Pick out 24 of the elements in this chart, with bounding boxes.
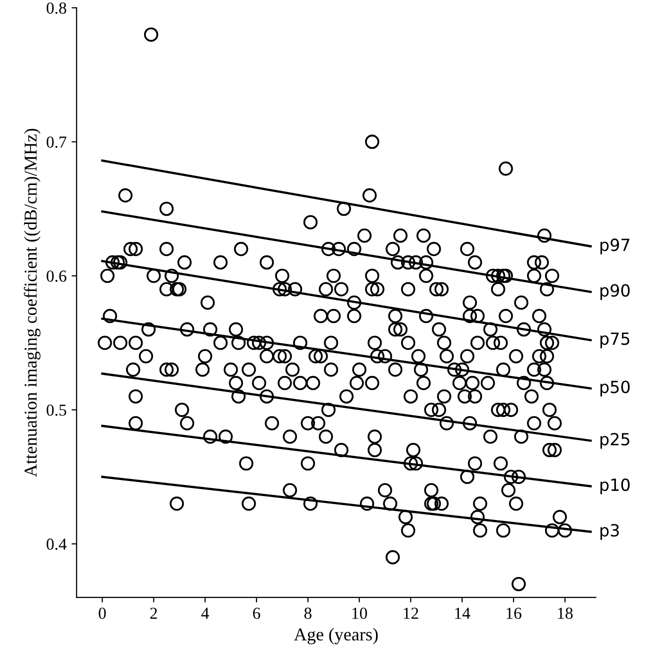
series-label: p10 — [600, 478, 630, 494]
x-tick-label: 0 — [98, 608, 106, 619]
y-axis-title: Attenuation imaging coefficient ((dB/cm)/MHz) — [24, 128, 40, 478]
x-tick-label: 4 — [201, 608, 210, 619]
x-tick-label: 6 — [253, 608, 260, 619]
x-tick-label: 16 — [506, 608, 522, 619]
x-tick-label: 10 — [352, 608, 368, 619]
series-label: p75 — [600, 332, 630, 348]
series-label: p25 — [600, 432, 630, 449]
y-tick-label: 0.4 — [46, 538, 67, 550]
series-label: p97 — [600, 238, 630, 254]
y-tick-label: 0.6 — [46, 270, 66, 282]
y-tick-label: 0.7 — [46, 136, 66, 148]
series-label: p3 — [600, 524, 619, 540]
x-tick-label: 2 — [150, 608, 157, 619]
x-tick-label: 14 — [455, 608, 470, 619]
x-axis-title: Age (years) — [294, 628, 378, 644]
y-tick-label: 0.8 — [46, 2, 66, 14]
series-label: p50 — [600, 380, 630, 396]
series-label: p90 — [600, 284, 630, 300]
x-tick-label: 12 — [404, 608, 418, 619]
y-tick-label: 0.5 — [46, 404, 66, 416]
x-tick-label: 18 — [558, 608, 573, 619]
x-tick-label: 8 — [304, 608, 312, 619]
